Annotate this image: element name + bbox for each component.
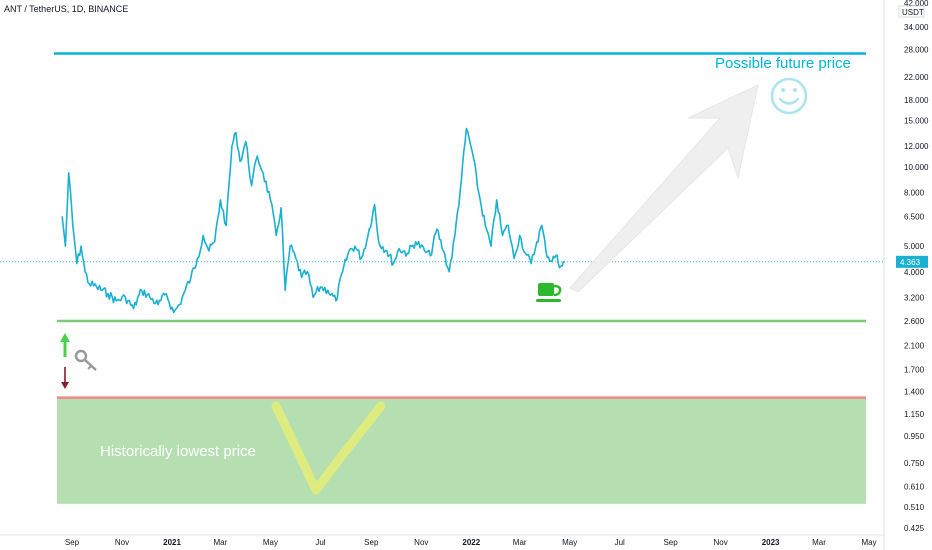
- price-tick-label: 42.000: [904, 0, 929, 8]
- price-tick-label: 0.425: [904, 524, 925, 533]
- coffee-cup-icon: [536, 283, 562, 302]
- current-price-tag-bg: [896, 255, 928, 268]
- current-price-tag-text: 4.363: [900, 258, 921, 267]
- time-tick-label: Nov: [115, 538, 129, 547]
- cup-handle: [553, 284, 562, 297]
- currency-box: [898, 5, 925, 18]
- lowest-price-label: Historically lowest price: [100, 443, 256, 460]
- smiley-icon: [770, 77, 808, 115]
- price-tick-label: 1.400: [904, 388, 925, 397]
- cup-saucer: [536, 299, 561, 302]
- price-tick-label: 0.950: [904, 432, 925, 441]
- time-tick-label: Jul: [615, 538, 625, 547]
- price-tick-label: 18.000: [904, 96, 929, 105]
- time-tick-label: Sep: [364, 538, 379, 547]
- price-tick-label: 10.000: [904, 163, 929, 172]
- price-tick-label: 5.000: [904, 242, 925, 251]
- cup-body: [538, 283, 554, 296]
- time-tick-label: Nov: [713, 538, 727, 547]
- key-shaft: [84, 359, 97, 371]
- price-tick-label: 6.500: [904, 212, 925, 221]
- currency-label: USDT: [898, 5, 925, 18]
- price-tick-label: 2.100: [904, 341, 925, 350]
- price-tick-label: 1.700: [904, 366, 925, 375]
- future-price-label: Possible future price: [715, 55, 851, 72]
- arrow-down-head: [61, 382, 69, 389]
- price-tick-label: 4.000: [904, 268, 925, 277]
- time-tick-label: Sep: [663, 538, 678, 547]
- currency-text: USDT: [902, 8, 924, 17]
- price-tick-label: 34.000: [904, 23, 929, 32]
- time-tick-label: 2021: [163, 538, 181, 547]
- time-tick-label: Mar: [812, 538, 826, 547]
- time-tick-label: Nov: [414, 538, 428, 547]
- price-tick-label: 3.200: [904, 293, 925, 302]
- time-tick-label: Jul: [315, 538, 325, 547]
- current-price-tag: 4.363: [896, 255, 928, 268]
- price-tick-label: 15.000: [904, 117, 929, 126]
- key-icon: [74, 349, 97, 371]
- price-tick-label: 0.750: [904, 459, 925, 468]
- price-tick-label: 8.000: [904, 189, 925, 198]
- time-tick-label: May: [562, 538, 577, 547]
- smiley-mouth: [778, 97, 800, 105]
- arrow-down-icon: [61, 367, 69, 389]
- smiley-eye-left: [781, 88, 785, 92]
- arrow-up-icon: [60, 333, 70, 357]
- time-tick-label: Sep: [65, 538, 80, 547]
- time-tick-label: Mar: [513, 538, 527, 547]
- lowest-price-zone: [57, 397, 866, 504]
- price-tick-label: 0.510: [904, 503, 925, 512]
- price-tick-label: 2.600: [904, 317, 925, 326]
- time-tick-label: Mar: [214, 538, 228, 547]
- time-tick-label: 2023: [762, 538, 780, 547]
- price-tick-label: 1.150: [904, 410, 925, 419]
- w-mark-icon: [271, 401, 386, 495]
- chart-symbol-title: ANT / TetherUS, 1D, BINANCE: [4, 4, 129, 14]
- time-tick-label: May: [263, 538, 278, 547]
- big-arrow-icon: [569, 84, 759, 293]
- smiley-face: [770, 77, 808, 115]
- price-tick-label: 0.610: [904, 483, 925, 492]
- time-tick-label: May: [861, 538, 876, 547]
- price-series-line: [61, 127, 565, 314]
- price-tick-label: 28.000: [904, 45, 929, 54]
- arrow-up-head: [60, 333, 70, 342]
- price-tick-label: 12.000: [904, 142, 929, 151]
- key-tooth: [87, 365, 92, 370]
- price-tick-label: 22.000: [904, 73, 929, 82]
- smiley-eye-right: [793, 88, 797, 92]
- key-bow: [74, 349, 88, 363]
- time-tick-label: 2022: [462, 538, 480, 547]
